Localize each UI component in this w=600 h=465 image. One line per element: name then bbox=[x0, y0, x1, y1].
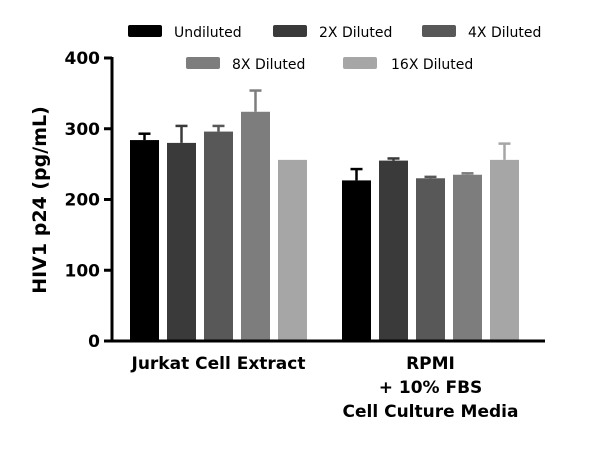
legend-label: 2X Diluted bbox=[319, 25, 392, 41]
y-axis-label: HIV1 p24 (pg/mL) bbox=[29, 106, 51, 294]
bar bbox=[416, 178, 445, 341]
x-category-label: Jurkat Cell Extract bbox=[131, 354, 306, 374]
legend-label: 4X Diluted bbox=[468, 25, 541, 41]
legend-swatch bbox=[343, 57, 377, 69]
x-category-label: Cell Culture Media bbox=[343, 402, 519, 422]
legend-swatch bbox=[186, 57, 220, 69]
axes: 0 100 200 300 400 Jurkat Cell Extract RPMI + 10… bbox=[65, 49, 545, 422]
bar bbox=[490, 159, 519, 341]
x-category-label: + 10% FBS bbox=[379, 378, 483, 398]
bar bbox=[379, 160, 408, 341]
legend-label: 16X Diluted bbox=[391, 57, 473, 73]
y-tick-label: 200 bbox=[65, 191, 101, 211]
legend-label: Undiluted bbox=[174, 25, 242, 41]
y-tick-label: 0 bbox=[88, 332, 100, 352]
bars bbox=[130, 89, 519, 342]
y-tick-label: 100 bbox=[65, 261, 101, 281]
y-tick-label: 400 bbox=[65, 49, 101, 69]
legend-swatch bbox=[128, 25, 162, 37]
bar bbox=[342, 180, 371, 341]
bar bbox=[241, 111, 270, 342]
legend-swatch bbox=[422, 25, 456, 37]
bar bbox=[453, 174, 482, 341]
legend-swatch bbox=[273, 25, 307, 37]
y-tick-label: 300 bbox=[65, 120, 101, 140]
bar bbox=[167, 142, 196, 341]
bar bbox=[278, 159, 307, 341]
bar bbox=[130, 140, 159, 341]
legend-label: 8X Diluted bbox=[232, 57, 305, 73]
x-category-label: RPMI bbox=[406, 354, 455, 374]
bar bbox=[204, 131, 233, 341]
legend: Undiluted 2X Diluted 4X Diluted 8X Diluted 1… bbox=[128, 25, 541, 73]
